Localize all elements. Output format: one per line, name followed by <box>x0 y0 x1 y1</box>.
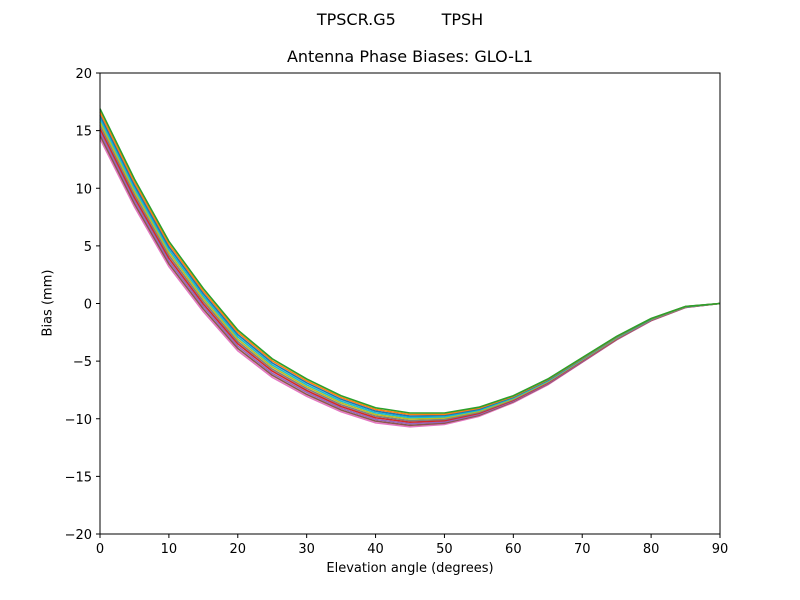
series-line <box>99 108 721 414</box>
x-tick-label: 90 <box>712 542 729 557</box>
x-tick-label: 0 <box>96 542 104 557</box>
x-tick-label: 20 <box>230 542 247 557</box>
x-axis-ticks: 0 10 20 30 40 50 60 70 80 90 <box>96 534 728 557</box>
y-tick-label: −5 <box>73 355 92 370</box>
y-tick-label: −10 <box>65 413 92 428</box>
x-tick-label: 50 <box>436 542 453 557</box>
series-line <box>99 111 721 416</box>
x-axis-label: Elevation angle (degrees) <box>326 561 494 576</box>
y-axis-ticks: −20 −15 −10 −5 0 5 10 15 20 <box>65 67 100 543</box>
x-tick-label: 40 <box>367 542 384 557</box>
axes-frame <box>99 72 721 535</box>
y-tick-label: −20 <box>65 528 92 543</box>
series-line <box>99 115 721 417</box>
y-tick-label: −15 <box>65 470 92 485</box>
x-tick-label: 30 <box>298 542 315 557</box>
y-tick-label: 15 <box>75 125 92 140</box>
y-tick-label: 20 <box>75 67 92 82</box>
x-tick-label: 80 <box>643 542 660 557</box>
x-tick-label: 70 <box>574 542 591 557</box>
y-tick-label: 10 <box>75 182 92 197</box>
series-line <box>99 118 721 419</box>
y-tick-label: 5 <box>84 240 92 255</box>
y-axis-label: Bias (mm) <box>40 269 56 337</box>
chart-title: Antenna Phase Biases: GLO-L1 <box>286 47 534 66</box>
y-tick-label: 0 <box>84 298 92 313</box>
series-line <box>99 121 721 420</box>
x-tick-label: 60 <box>505 542 522 557</box>
figure-suptitle: TPSCR.G5 TPSH <box>316 10 484 29</box>
data-lines <box>99 108 721 428</box>
x-tick-label: 10 <box>161 542 178 557</box>
